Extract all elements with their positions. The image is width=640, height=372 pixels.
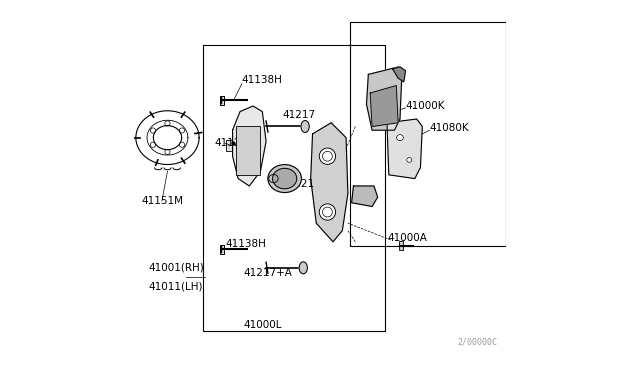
Text: 41217+A: 41217+A: [244, 269, 292, 278]
Ellipse shape: [406, 158, 412, 162]
Text: 41000A: 41000A: [387, 233, 427, 243]
Circle shape: [319, 204, 335, 220]
Bar: [399, 241, 403, 250]
Ellipse shape: [273, 168, 297, 189]
Circle shape: [319, 148, 335, 164]
Text: 41138H: 41138H: [225, 239, 266, 248]
Text: 2/00000C: 2/00000C: [458, 338, 498, 347]
Polygon shape: [310, 123, 348, 242]
Text: 41121: 41121: [281, 179, 314, 189]
Text: 41151M: 41151M: [141, 196, 184, 206]
Text: 41000L: 41000L: [243, 321, 282, 330]
Polygon shape: [387, 119, 422, 179]
Bar: [220, 245, 224, 254]
Ellipse shape: [268, 164, 301, 193]
Text: 41001(RH): 41001(RH): [149, 263, 205, 273]
Ellipse shape: [397, 135, 403, 141]
Bar: [220, 96, 224, 105]
Ellipse shape: [299, 262, 307, 274]
Polygon shape: [232, 106, 266, 186]
Text: 41138H: 41138H: [242, 75, 283, 85]
Polygon shape: [370, 86, 398, 126]
Text: 41128: 41128: [214, 138, 247, 148]
Bar: [203, 45, 385, 331]
Text: 41080K: 41080K: [429, 124, 469, 133]
Bar: [226, 140, 232, 151]
Text: 41011(LH): 41011(LH): [149, 282, 204, 291]
Text: 41217: 41217: [283, 110, 316, 120]
Ellipse shape: [301, 121, 309, 132]
Text: 41000K: 41000K: [406, 101, 445, 111]
Polygon shape: [367, 67, 402, 130]
Bar: [349, 22, 506, 246]
Bar: [236, 126, 260, 175]
Polygon shape: [351, 186, 378, 206]
Polygon shape: [392, 67, 406, 82]
